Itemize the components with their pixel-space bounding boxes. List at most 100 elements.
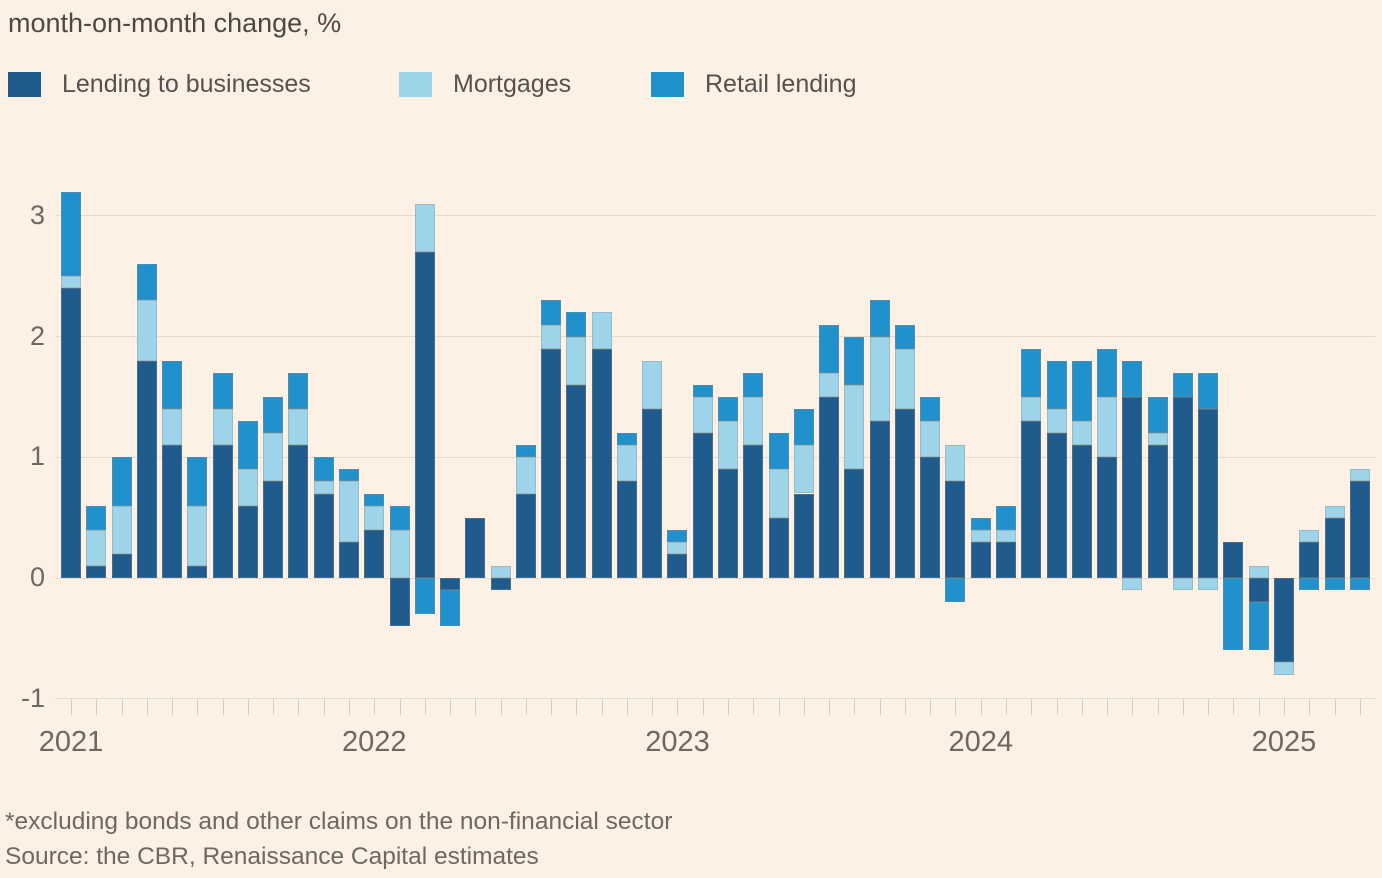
bar-segment-2022-02-mortgages	[389, 529, 410, 578]
x-axis-tick	[778, 699, 780, 715]
bar-segment-2023-08-lending-to-businesses	[844, 469, 865, 578]
x-axis-tick	[172, 699, 174, 715]
x-axis-tick	[1005, 699, 1007, 715]
bar-segment-2023-04-retail-lending	[743, 372, 764, 397]
bar-segment-2023-11-mortgages	[920, 421, 941, 458]
bar-segment-2024-03-lending-to-businesses	[1021, 421, 1042, 578]
gridline-y-0	[55, 577, 1375, 579]
bar-segment-2022-08-mortgages	[541, 324, 562, 349]
bar-segment-2023-04-mortgages	[743, 396, 764, 446]
x-axis-tick	[500, 699, 502, 715]
bar-segment-2023-12-lending-to-businesses	[945, 481, 966, 578]
bar-segment-2023-11-retail-lending	[920, 396, 941, 422]
y-axis-label: -1	[20, 682, 45, 713]
bar-segment-2023-07-mortgages	[819, 372, 840, 397]
bar-segment-2021-07-mortgages	[212, 409, 233, 446]
bar-segment-2025-02-lending-to-businesses	[1299, 541, 1320, 578]
bar-segment-2023-09-retail-lending	[869, 300, 890, 337]
bar-segment-2023-12-mortgages	[945, 445, 966, 482]
bar-segment-2022-12-lending-to-businesses	[642, 409, 663, 578]
bar-segment-2025-03-retail-lending	[1324, 578, 1345, 591]
x-axis-tick	[677, 699, 679, 715]
bar-segment-2024-06-mortgages	[1097, 396, 1118, 458]
x-axis-year-label: 2022	[341, 726, 407, 758]
bar-segment-2022-01-lending-to-businesses	[364, 529, 385, 578]
bar-segment-2021-12-mortgages	[338, 481, 359, 542]
bar-segment-2021-03-retail-lending	[111, 457, 132, 506]
bar-segment-2022-07-mortgages	[515, 457, 536, 494]
bar-segment-2022-12-mortgages	[642, 360, 663, 409]
x-axis-tick	[1309, 699, 1311, 715]
bar-segment-2023-10-mortgages	[894, 348, 915, 409]
bar-segment-2025-04-retail-lending	[1349, 578, 1370, 591]
bar-segment-2022-03-mortgages	[414, 203, 435, 253]
bar-segment-2024-06-lending-to-businesses	[1097, 457, 1118, 578]
bar-segment-2024-05-mortgages	[1071, 421, 1092, 446]
x-axis-tick	[803, 699, 805, 715]
bar-segment-2025-03-lending-to-businesses	[1324, 517, 1345, 578]
bar-segment-2021-08-lending-to-businesses	[237, 505, 258, 578]
bar-segment-2022-08-lending-to-businesses	[541, 348, 562, 578]
x-axis-tick	[1334, 699, 1336, 715]
bar-segment-2022-03-retail-lending	[414, 578, 435, 615]
bar-segment-2024-12-lending-to-businesses	[1248, 578, 1269, 603]
bar-segment-2021-10-retail-lending	[288, 372, 309, 409]
bar-segment-2025-02-mortgages	[1299, 529, 1320, 542]
bar-segment-2021-08-mortgages	[237, 469, 258, 506]
bar-segment-2022-10-mortgages	[591, 312, 612, 349]
x-axis-tick	[1182, 699, 1184, 715]
bar-segment-2023-09-lending-to-businesses	[869, 421, 890, 578]
bar-segment-2024-09-retail-lending	[1172, 372, 1193, 397]
bar-segment-2023-08-retail-lending	[844, 336, 865, 385]
legend-label-businesses: Lending to businesses	[62, 70, 311, 98]
x-axis-tick	[399, 699, 401, 715]
bar-segment-2022-10-lending-to-businesses	[591, 348, 612, 578]
bar-segment-2024-04-retail-lending	[1046, 360, 1067, 409]
bar-segment-2021-07-lending-to-businesses	[212, 445, 233, 578]
bar-segment-2023-06-retail-lending	[793, 409, 814, 446]
x-axis-tick	[1359, 699, 1361, 715]
bar-segment-2022-04-retail-lending	[440, 590, 461, 627]
x-axis-tick	[197, 699, 199, 715]
x-axis-tick	[96, 699, 98, 715]
bar-segment-2022-05-lending-to-businesses	[465, 517, 486, 578]
bar-segment-2023-11-lending-to-businesses	[920, 457, 941, 578]
bar-segment-2023-08-mortgages	[844, 384, 865, 470]
x-axis-tick	[222, 699, 224, 715]
bar-segment-2024-12-retail-lending	[1248, 602, 1269, 651]
x-axis-year-label: 2021	[38, 726, 104, 758]
bar-segment-2022-06-lending-to-businesses	[490, 578, 511, 591]
x-axis-tick	[652, 699, 654, 715]
bar-segment-2024-01-retail-lending	[970, 517, 991, 530]
x-axis-tick	[1081, 699, 1083, 715]
legend: Lending to businesses Mortgages Retail l…	[0, 70, 1382, 100]
legend-swatch-businesses-icon	[8, 72, 41, 97]
bar-segment-2024-02-retail-lending	[995, 505, 1016, 530]
bar-segment-2021-12-lending-to-businesses	[338, 541, 359, 578]
gridline-y-1	[55, 456, 1375, 458]
bar-segment-2024-01-mortgages	[970, 529, 991, 542]
bar-segment-2024-03-retail-lending	[1021, 348, 1042, 397]
x-axis-tick	[374, 699, 376, 715]
x-axis-tick	[1031, 699, 1033, 715]
gridline-y-3	[55, 215, 1375, 217]
y-axis-label: 1	[29, 441, 45, 472]
bar-segment-2021-02-mortgages	[86, 529, 107, 566]
x-axis-tick	[854, 699, 856, 715]
bar-segment-2023-06-mortgages	[793, 445, 814, 494]
bar-segment-2021-04-mortgages	[136, 300, 157, 361]
x-axis-tick	[904, 699, 906, 715]
bar-segment-2023-05-retail-lending	[768, 433, 789, 470]
bar-segment-2021-02-retail-lending	[86, 505, 107, 530]
gridline-y-2	[55, 336, 1375, 338]
bar-segment-2023-01-retail-lending	[667, 529, 688, 542]
legend-item-retail: Retail lending	[651, 70, 857, 99]
x-axis-tick	[348, 699, 350, 715]
legend-item-mortgages: Mortgages	[399, 70, 571, 99]
gridline-y--1	[55, 698, 1375, 700]
x-axis-tick	[879, 699, 881, 715]
bar-segment-2024-09-lending-to-businesses	[1172, 396, 1193, 578]
x-axis-tick	[1132, 699, 1134, 715]
bar-segment-2024-09-mortgages	[1172, 578, 1193, 591]
